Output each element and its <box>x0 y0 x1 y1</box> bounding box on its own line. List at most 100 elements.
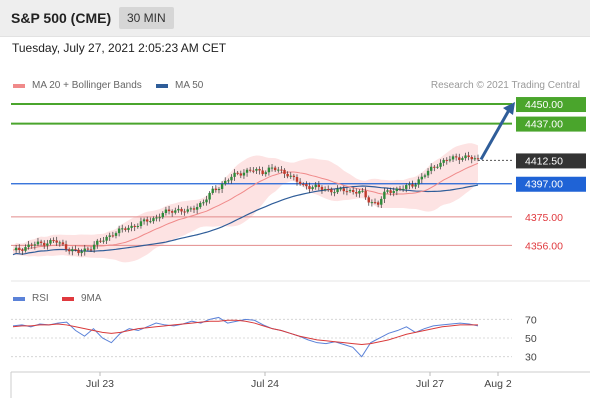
candle-body <box>205 199 208 203</box>
svg-text:4397.00: 4397.00 <box>525 179 563 191</box>
candle-body <box>255 169 258 171</box>
timeframe-badge[interactable]: 30 MIN <box>119 7 174 29</box>
candle-body <box>289 175 292 177</box>
candle-body <box>295 177 299 182</box>
candle-body <box>433 166 436 168</box>
candle-body <box>286 173 289 177</box>
ma20-line <box>12 162 479 251</box>
level-label-4356-00: 4356.00 <box>525 240 563 252</box>
candle-body <box>121 228 124 230</box>
candle-body <box>339 188 342 190</box>
candle-body <box>405 185 408 189</box>
candle-body <box>308 186 311 189</box>
candle-body <box>439 162 442 167</box>
candle-body <box>401 188 405 190</box>
candle-body <box>442 159 445 163</box>
candle-body <box>348 190 352 192</box>
candle-body <box>323 189 327 191</box>
candle-body <box>395 188 399 192</box>
rsi-line <box>12 316 479 358</box>
candle-body <box>177 208 180 211</box>
level-label-4437-00: 4437.00 <box>516 116 586 132</box>
candle-body <box>236 172 239 174</box>
candle-body <box>186 209 189 212</box>
candle-body <box>167 209 171 212</box>
candle-body <box>202 202 205 204</box>
candle-body <box>214 188 218 191</box>
candle-body <box>445 159 448 161</box>
timestamp: Tuesday, July 27, 2021 2:05:23 AM CET <box>12 41 227 55</box>
candle-body <box>429 166 433 171</box>
candle-body <box>145 219 149 222</box>
svg-text:4412.50: 4412.50 <box>525 155 563 167</box>
candle-body <box>270 167 274 169</box>
candle-body <box>451 156 455 160</box>
ma20-swatch <box>13 84 25 88</box>
candle-body <box>277 169 280 171</box>
x-tick-Jul-27: Jul 27 <box>416 378 444 390</box>
ma9-swatch <box>62 297 74 301</box>
candle-body <box>114 233 118 236</box>
candle-body <box>389 190 392 193</box>
candle-body <box>224 180 227 184</box>
candle-body <box>55 240 58 243</box>
candle-body <box>74 249 77 251</box>
candle-body <box>258 169 261 171</box>
candle-body <box>189 208 193 210</box>
candle-body <box>220 183 224 189</box>
candle-body <box>345 191 349 193</box>
candle-body <box>364 190 367 198</box>
candle-body <box>86 248 90 250</box>
candle-body <box>192 208 196 210</box>
candle-body <box>333 192 336 194</box>
candle-body <box>152 218 155 222</box>
candle-body <box>30 244 33 246</box>
candle-body <box>327 189 330 191</box>
candle-body <box>470 156 473 160</box>
candle-body <box>476 158 480 160</box>
candle-body <box>436 166 439 168</box>
candle-body <box>77 249 80 254</box>
candle-body <box>408 184 411 186</box>
candle-body <box>242 172 246 176</box>
chart-header: S&P 500 (CME) 30 MIN <box>0 0 590 37</box>
candle-body <box>24 247 27 251</box>
candle-body <box>14 247 18 251</box>
candle-body <box>245 169 249 173</box>
candle-body <box>283 169 286 174</box>
ma50-swatch <box>156 84 168 88</box>
svg-text:4356.00: 4356.00 <box>525 240 563 252</box>
rsi-tick-70: 70 <box>525 314 537 326</box>
candle-body <box>380 198 383 205</box>
candle-body <box>458 157 461 160</box>
rsi-tick-50: 50 <box>525 333 537 345</box>
candle-body <box>71 249 74 252</box>
candle-body <box>111 235 115 237</box>
candle-body <box>21 249 24 251</box>
candle-body <box>302 183 305 185</box>
candle-body <box>64 244 68 250</box>
candle-body <box>136 226 140 228</box>
candle-body <box>199 203 202 208</box>
x-tick-Jul-24: Jul 24 <box>251 378 279 390</box>
candle-body <box>314 184 317 188</box>
candle-body <box>317 184 321 188</box>
candle-body <box>298 181 302 184</box>
candle-body <box>230 176 233 181</box>
candle-body <box>174 210 177 213</box>
svg-text:4375.00: 4375.00 <box>525 212 563 224</box>
candle-body <box>108 235 111 237</box>
candle-body <box>252 170 255 172</box>
candle-body <box>149 221 152 223</box>
candle-body <box>464 155 467 159</box>
candle-body <box>164 209 168 213</box>
candle-body <box>239 173 243 176</box>
candle-body <box>373 202 377 204</box>
svg-text:4437.00: 4437.00 <box>525 119 563 131</box>
candle-body <box>127 227 130 230</box>
candle-body <box>83 248 86 252</box>
candle-body <box>133 225 136 227</box>
candle-body <box>208 192 211 200</box>
candle-body <box>233 172 236 177</box>
